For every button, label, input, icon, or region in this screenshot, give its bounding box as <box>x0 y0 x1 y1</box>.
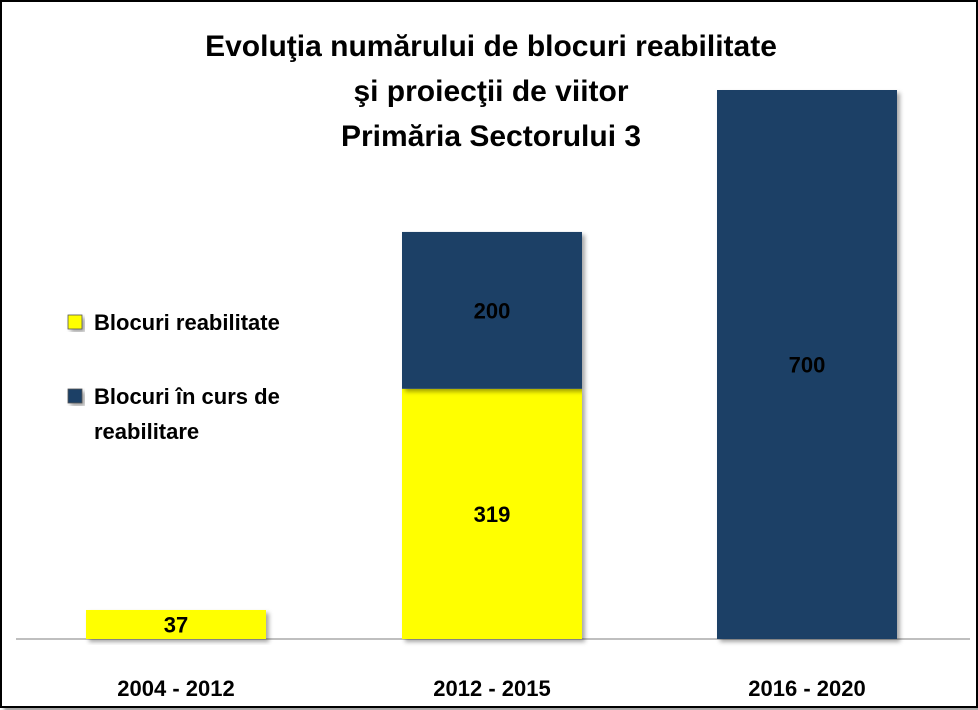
chart-title: Evoluţia numărului de blocuri reabilitat… <box>205 30 777 153</box>
bar-in-curs-3 <box>717 90 897 639</box>
data-label-in-curs-2: 200 <box>474 298 511 323</box>
data-label-reabilitate-1: 37 <box>164 612 188 637</box>
bar-in-curs-2 <box>402 231 582 389</box>
chart-title-line-1: Evoluţia numărului de blocuri reabilitat… <box>205 30 777 63</box>
chart-title-line-2: şi proiecţii de viitor <box>353 75 628 108</box>
x-tick-label-1: 2004 - 2012 <box>117 676 234 701</box>
data-label-in-curs-3: 700 <box>789 353 826 378</box>
x-axis-ticks: 2004 - 2012 2012 - 2015 2016 - 2020 <box>117 676 865 701</box>
x-tick-label-2: 2012 - 2015 <box>433 676 550 701</box>
legend-swatch-1 <box>67 314 83 330</box>
legend-label-2: Blocuri în curs de reabilitare <box>94 384 280 444</box>
bar-reabilitate-1 <box>86 609 266 639</box>
legend: Blocuri reabilitate Blocuri în curs de rea… <box>67 310 280 444</box>
bar-reabilitate-2 <box>402 388 582 639</box>
x-tick-label-3: 2016 - 2020 <box>748 676 865 701</box>
bars-group: 37 319 200 700 <box>86 90 897 639</box>
legend-label-1: Blocuri reabilitate <box>94 310 280 335</box>
legend-swatch-2 <box>67 388 83 404</box>
chart-title-line-3: Primăria Sectorului 3 <box>341 120 641 153</box>
data-label-reabilitate-2: 319 <box>474 502 511 527</box>
